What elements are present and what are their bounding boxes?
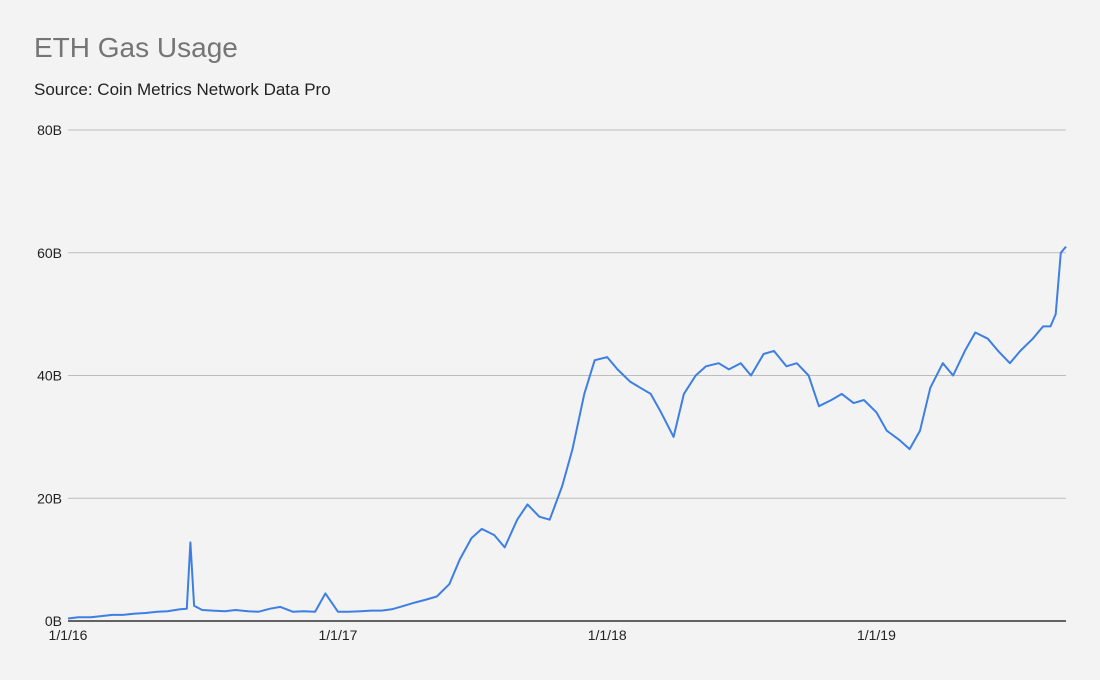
chart-title: ETH Gas Usage	[34, 32, 238, 63]
x-tick-label: 1/1/17	[319, 627, 358, 643]
y-tick-label: 40B	[37, 368, 62, 384]
chart-subtitle: Source: Coin Metrics Network Data Pro	[34, 80, 331, 99]
y-tick-label: 20B	[37, 490, 62, 506]
x-tick-label: 1/1/16	[49, 627, 88, 643]
y-tick-label: 60B	[37, 245, 62, 261]
x-axis-tick-labels: 1/1/16 1/1/17 1/1/18 1/1/19	[49, 627, 897, 643]
y-tick-label: 0B	[45, 613, 62, 629]
y-axis-tick-labels: 0B 20B 40B 60B 80B	[37, 122, 62, 629]
x-tick-label: 1/1/18	[588, 627, 627, 643]
grid-lines	[68, 129, 1066, 499]
series-layer	[67, 245, 1067, 620]
x-tick-label: 1/1/19	[857, 627, 896, 643]
y-tick-label: 80B	[37, 122, 62, 138]
series-line-0	[67, 245, 1067, 620]
